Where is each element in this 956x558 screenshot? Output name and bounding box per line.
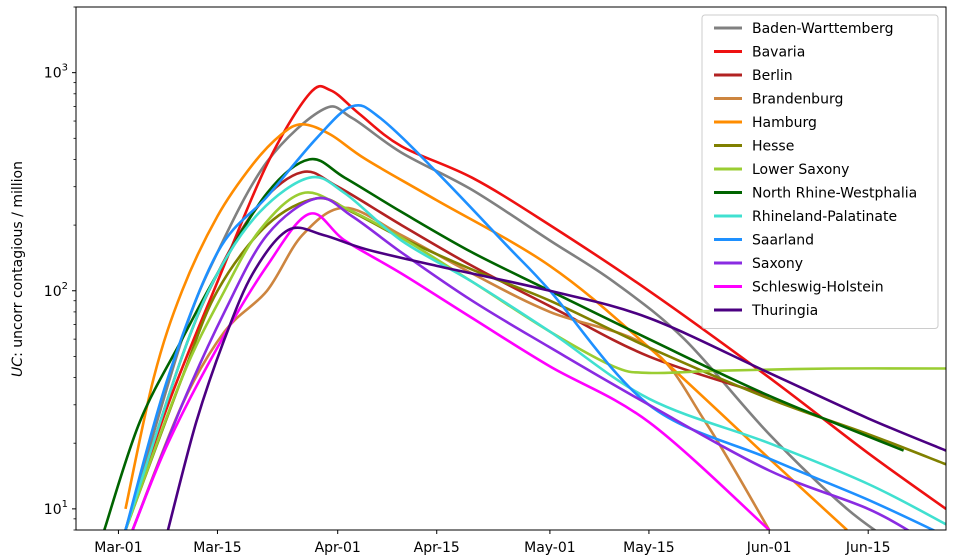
y-axis-label-rest: : uncorr contagious / million — [10, 161, 26, 357]
x-tick-label-2: Mar-15 — [193, 540, 241, 556]
x-tick-label-3: Apr-01 — [315, 540, 361, 556]
x-tick-label-7: Jun-01 — [746, 540, 792, 556]
legend: Baden-Warttemberg Bavaria Berlin Brandenbur… — [701, 14, 939, 329]
x-tick-label-8: Jun-15 — [845, 540, 891, 556]
series-line-5 — [124, 123, 848, 530]
y-axis-label-italic: UC — [10, 357, 26, 377]
legend-label-6: Hesse — [752, 139, 794, 155]
x-tick-label-4: Apr-15 — [414, 540, 460, 556]
legend-label-7: Lower Saxony — [752, 162, 849, 178]
legend-label-11: Saxony — [752, 256, 803, 272]
series-layer — [103, 84, 946, 530]
series-line-7 — [124, 191, 946, 530]
legend-label-2: Bavaria — [752, 45, 805, 61]
legend-label-1: Baden-Warttemberg — [752, 21, 893, 37]
legend-label-5: Hamburg — [752, 115, 817, 131]
x-axis: Mar-01 Mar-15 Apr-01 Apr-15 May-01 May-15 Jun-… — [94, 530, 891, 556]
series-line-9 — [124, 175, 946, 530]
y-tick-label-1: 101 — [44, 499, 68, 518]
y-axis-label: UC: uncorr contagious / million — [10, 161, 26, 377]
series-line-13 — [166, 226, 946, 530]
legend-box — [701, 14, 939, 329]
x-tick-label-5: May-01 — [524, 540, 576, 556]
legend-label-9: Rhineland-Palatinate — [752, 209, 897, 225]
legend-label-13: Thuringia — [751, 303, 818, 319]
legend-label-3: Berlin — [752, 68, 793, 84]
series-line-2 — [124, 84, 946, 530]
y-tick-label-2: 102 — [44, 281, 68, 300]
plot-frame — [75, 6, 947, 531]
legend-label-12: Schleswig-Holstein — [752, 280, 884, 296]
x-tick-label-6: May-15 — [623, 540, 675, 556]
y-axis: 101 102 103 — [44, 6, 76, 531]
legend-label-10: Saarland — [752, 233, 814, 249]
y-tick-label-3: 103 — [44, 63, 68, 82]
x-tick-label-1: Mar-01 — [94, 540, 142, 556]
legend-label-4: Brandenburg — [752, 92, 843, 108]
legend-label-8: North Rhine-Westphalia — [752, 186, 917, 202]
series-line-6 — [124, 196, 946, 530]
series-line-10 — [124, 103, 937, 530]
